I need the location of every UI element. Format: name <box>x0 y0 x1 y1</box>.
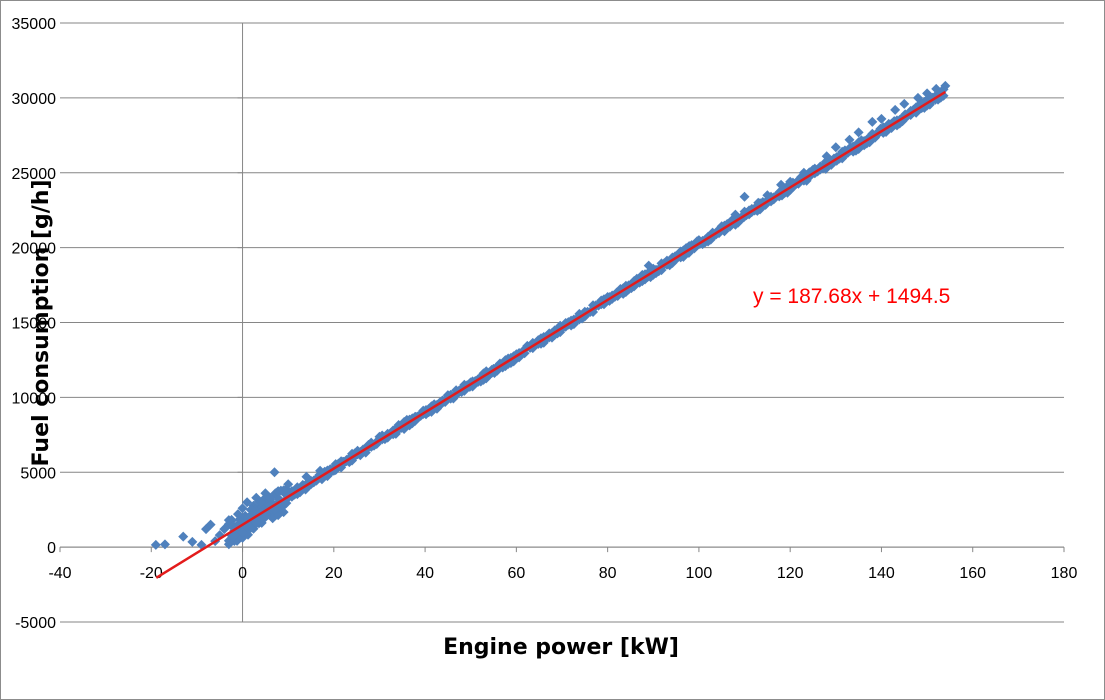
data-point <box>776 179 787 190</box>
x-tick-label: 180 <box>1051 565 1078 582</box>
data-points <box>150 80 951 550</box>
data-point <box>242 497 253 508</box>
data-point <box>876 113 887 124</box>
x-tick-label: 40 <box>416 565 434 582</box>
x-tick-labels: -40 -20 0 20 40 60 80 100 120 140 160 180 <box>48 565 1077 582</box>
data-point <box>246 504 257 515</box>
y-axis-title: Fuel consumption [g/h] <box>29 179 54 466</box>
data-point <box>899 98 910 109</box>
y-tick-labels: -5000 0 5000 10000 15000 20000 25000 30000 35000 <box>12 16 57 632</box>
data-point <box>255 497 266 508</box>
x-tick-label: 160 <box>959 565 986 582</box>
data-point <box>264 492 275 503</box>
data-point <box>844 134 855 145</box>
data-point <box>205 519 216 530</box>
data-point <box>762 190 773 201</box>
data-point <box>798 167 809 178</box>
data-point <box>187 536 198 547</box>
data-point <box>853 127 864 138</box>
data-point <box>830 142 841 153</box>
data-point <box>283 479 294 490</box>
data-point <box>301 471 312 482</box>
y-tick-label: 25000 <box>12 166 57 183</box>
data-point <box>178 531 189 542</box>
data-point <box>278 507 289 518</box>
y-tick-label: 30000 <box>12 91 57 108</box>
y-tick-label: 0 <box>47 540 56 557</box>
y-tick-label: -5000 <box>15 615 56 632</box>
data-point <box>278 485 289 496</box>
x-tick-label: -40 <box>48 565 71 582</box>
y-tick-label: 20000 <box>12 241 57 258</box>
data-point <box>940 80 951 91</box>
data-point <box>251 518 262 529</box>
y-tick-label: 35000 <box>12 16 57 33</box>
data-point <box>237 527 248 538</box>
data-point <box>730 209 741 220</box>
trendline-group <box>155 90 947 579</box>
y-tick-label: 15000 <box>12 316 57 333</box>
y-tick-label: 10000 <box>12 390 57 407</box>
data-point <box>159 539 170 550</box>
x-tick-label: -20 <box>140 565 163 582</box>
x-tick-label: 20 <box>325 565 343 582</box>
data-point <box>315 465 326 476</box>
y-tick-label: 5000 <box>20 465 56 482</box>
data-point <box>931 83 942 94</box>
data-point <box>821 151 832 162</box>
data-point <box>237 503 248 514</box>
trendline-equation: y = 187.68x + 1494.5 <box>753 285 950 308</box>
data-point <box>223 515 234 526</box>
x-tick-label: 140 <box>868 565 895 582</box>
data-point <box>150 539 161 550</box>
trendline <box>155 90 947 579</box>
data-point <box>643 260 654 271</box>
x-axis-title: Engine power [kW] <box>443 635 679 660</box>
data-point <box>269 467 280 478</box>
data-point <box>867 116 878 127</box>
x-tick-label: 60 <box>507 565 525 582</box>
x-tick-label: 80 <box>599 565 617 582</box>
x-tick-label: 0 <box>238 565 247 582</box>
data-point <box>922 88 933 99</box>
data-point <box>912 92 923 103</box>
data-point <box>739 191 750 202</box>
x-tick-label: 120 <box>777 565 804 582</box>
data-point <box>785 176 796 187</box>
data-point <box>232 509 243 520</box>
data-point <box>228 531 239 542</box>
data-point <box>890 104 901 115</box>
data-point <box>219 524 230 535</box>
data-point <box>260 512 271 523</box>
x-tick-label: 100 <box>686 565 713 582</box>
